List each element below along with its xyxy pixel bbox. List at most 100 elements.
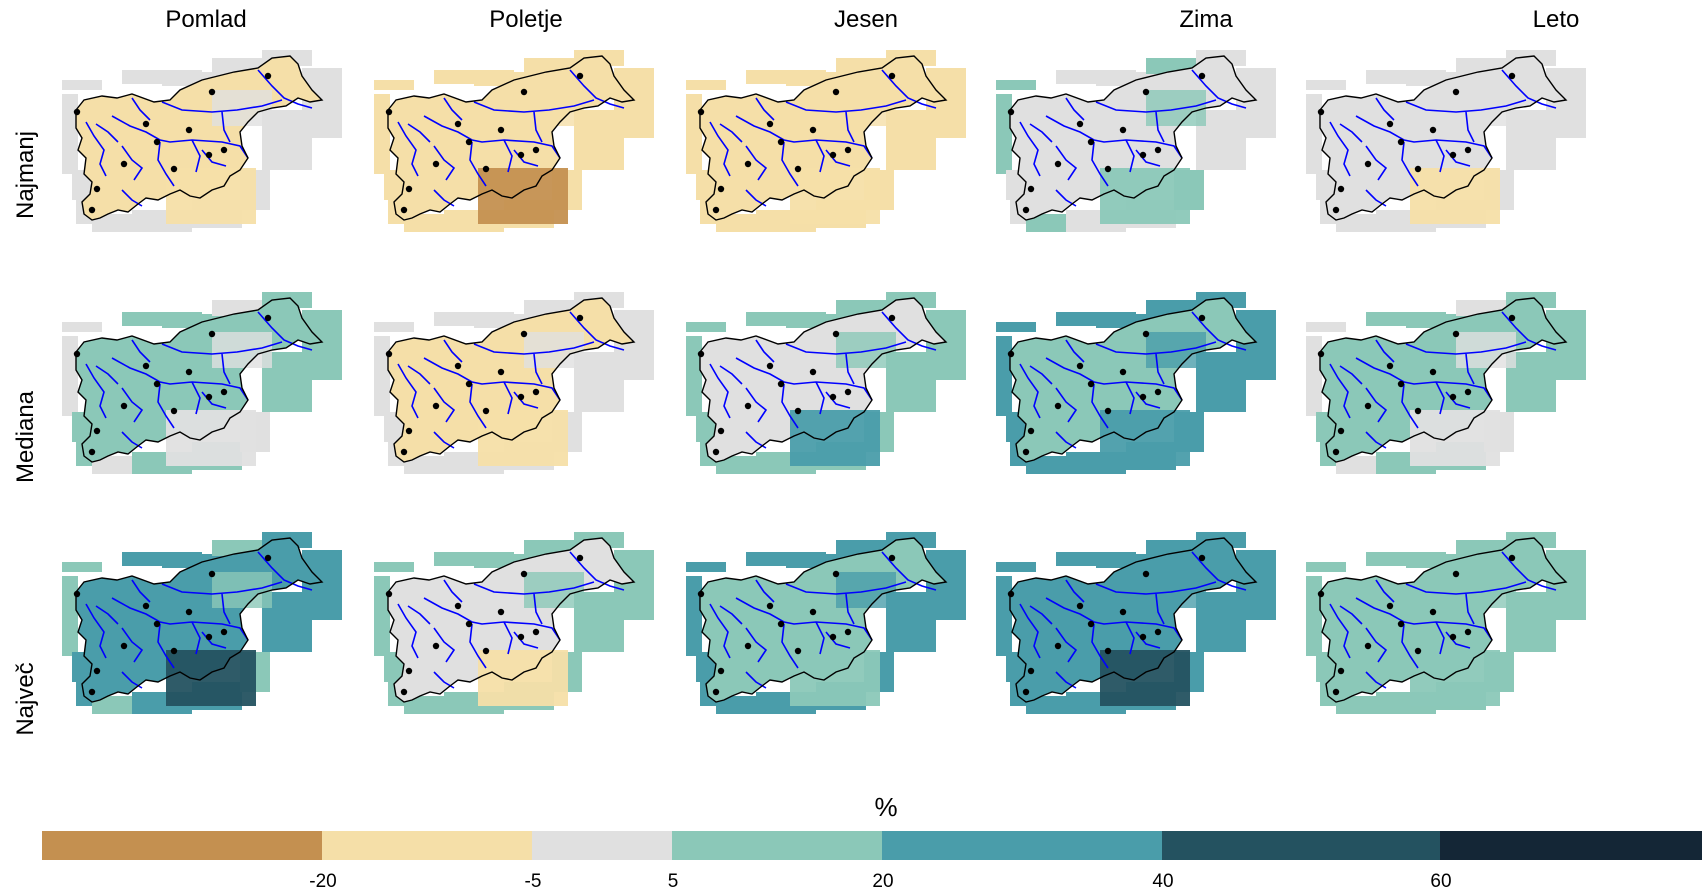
city-dot: [1027, 427, 1035, 435]
river-line: [473, 341, 595, 355]
river-line: [745, 145, 768, 181]
city-dot: [1414, 647, 1422, 655]
river-line: [755, 97, 775, 121]
map-panel-r0-c4: [1306, 50, 1586, 232]
anomaly-cell: [790, 168, 880, 224]
city-dot: [532, 146, 540, 154]
city-dot: [1198, 314, 1206, 322]
city-dot: [205, 151, 213, 159]
city-dot: [497, 126, 505, 134]
river-line: [1125, 139, 1135, 173]
city-dot: [1142, 570, 1150, 578]
river-line: [157, 141, 175, 187]
legend-tick: 5: [667, 871, 679, 892]
river-line: [745, 387, 768, 423]
city-dot: [1076, 602, 1084, 610]
city-dot: [1508, 72, 1516, 80]
river-line: [755, 579, 775, 603]
river-line: [1401, 383, 1419, 429]
city-dot: [844, 146, 852, 154]
map-panel-r1-c3: [996, 292, 1276, 474]
city-dot: [777, 138, 785, 146]
city-dot: [829, 393, 837, 401]
river-line: [1045, 597, 1183, 641]
river-line: [407, 365, 431, 385]
city-dot: [264, 314, 272, 322]
city-dot: [1397, 138, 1405, 146]
river-line: [1191, 551, 1247, 591]
city-dot: [497, 608, 505, 616]
river-line: [407, 605, 431, 625]
river-line: [1065, 97, 1085, 121]
river-line: [569, 311, 625, 351]
city-dot: [1386, 120, 1394, 128]
river-line: [1329, 121, 1351, 177]
map-panel-r2-c4: [1306, 532, 1586, 714]
river-line: [397, 121, 419, 177]
river-line: [131, 97, 151, 121]
city-dot: [717, 667, 725, 675]
river-line: [569, 551, 625, 591]
city-dot: [1429, 126, 1437, 134]
river-line: [161, 341, 283, 355]
river-line: [1401, 141, 1419, 187]
city-dot: [697, 590, 705, 598]
anomaly-cell: [478, 410, 568, 466]
city-dot: [1449, 633, 1457, 641]
river-line: [85, 603, 107, 659]
city-dot: [809, 608, 817, 616]
grid-cell: [92, 214, 132, 232]
river-line: [709, 603, 731, 659]
river-line: [161, 581, 283, 595]
city-dot: [888, 72, 896, 80]
river-line: [1029, 123, 1053, 143]
city-dot: [1119, 608, 1127, 616]
city-dot: [1364, 160, 1372, 168]
river-line: [785, 99, 907, 113]
grid-cell: [686, 562, 726, 572]
grid-cell: [404, 214, 444, 232]
river-line: [121, 627, 144, 663]
river-line: [443, 579, 463, 603]
city-dot: [1337, 185, 1345, 193]
river-line: [423, 597, 561, 641]
city-dot: [520, 570, 528, 578]
anomaly-cell: [524, 90, 584, 126]
map-panel-r2-c2: [686, 532, 966, 714]
grid-cell: [374, 562, 414, 572]
anomaly-cell: [836, 332, 896, 368]
city-dot: [1154, 628, 1162, 636]
city-dot: [766, 120, 774, 128]
city-dot: [465, 138, 473, 146]
city-dot: [1119, 368, 1127, 376]
river-line: [1435, 381, 1445, 415]
river-line: [95, 123, 119, 143]
river-line: [221, 593, 231, 625]
grid-cell: [686, 322, 726, 332]
city-dot: [1154, 146, 1162, 154]
map-panel-r0-c1: [374, 50, 654, 232]
river-line: [533, 111, 543, 143]
grid-cell: [62, 576, 78, 656]
city-dot: [1317, 108, 1325, 116]
city-dot: [220, 146, 228, 154]
river-line: [569, 69, 625, 109]
legend-tick: 40: [1152, 871, 1174, 892]
row-title-najvec: Največ: [12, 662, 39, 736]
river-line: [131, 579, 151, 603]
city-dot: [1027, 185, 1035, 193]
river-line: [121, 145, 144, 181]
river-line: [1095, 341, 1217, 355]
river-line: [1405, 341, 1527, 355]
anomaly-cell: [790, 410, 880, 466]
river-line: [1329, 363, 1351, 419]
grid-cell: [716, 214, 756, 232]
city-dot: [120, 402, 128, 410]
city-dot: [744, 402, 752, 410]
grid-cell: [1336, 214, 1376, 232]
city-dot: [717, 185, 725, 193]
river-line: [121, 387, 144, 423]
river-line: [1045, 357, 1183, 401]
river-line: [1365, 627, 1388, 663]
